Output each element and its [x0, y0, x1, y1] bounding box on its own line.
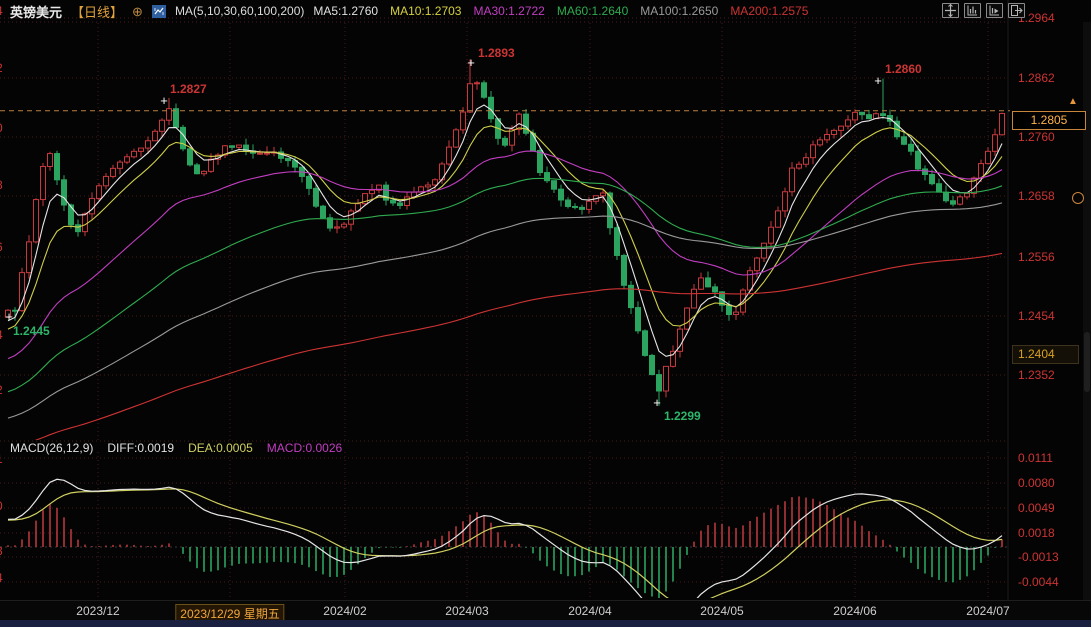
ma-value-chip: MA100:1.2650 [640, 4, 719, 18]
bottom-scrollbar[interactable] [0, 620, 1091, 627]
ma-value-chip: MA60:1.2640 [556, 4, 629, 18]
remnant-digit: 4 [0, 571, 3, 585]
remnant-digit: 2 [0, 383, 3, 397]
level-price-box: 1.2404 [1012, 345, 1079, 364]
main-pane-layout-icon[interactable] [964, 3, 981, 18]
ma-value-chip: MA200:1.2575 [730, 4, 809, 18]
kline-badge-icon[interactable] [151, 4, 166, 18]
vertical-scrollbar-thumb[interactable] [1084, 332, 1090, 392]
drawing-tool-ring-icon[interactable] [1072, 192, 1084, 204]
ma-values: MA5:1.2760 MA10:1.2703 MA30:1.2722 MA60:1.2… [313, 4, 808, 18]
x-axis-label: 2024/07 [966, 604, 1010, 618]
crosshair-marker: + [874, 73, 882, 88]
macd-axis-label: -0.0013 [1018, 550, 1059, 564]
ma-value-chip: MA5:1.2760 [313, 4, 379, 18]
remnant-digit: 8 [0, 178, 3, 192]
crosshair-marker: + [5, 309, 13, 324]
macd-axis-label: 0.0080 [1018, 476, 1055, 490]
y-axis-label: 1.2658 [1018, 189, 1055, 203]
macd-axis-label: 0.0049 [1018, 501, 1055, 515]
x-axis-label: 2024/06 [833, 604, 877, 618]
x-axis: 2023/12 2023/12/29 星期五 2024/02 2024/03 2024/… [0, 600, 1091, 623]
x-axis-label: 2023/12 [76, 604, 120, 618]
remnant-digit: 4 [0, 4, 3, 18]
macd-axis-label: -0.0044 [1018, 575, 1059, 589]
price-up-arrow-icon: ▲ [1068, 96, 1078, 107]
y-axis-label: 1.2454 [1018, 309, 1055, 323]
ma-value-chip: MA30:1.2722 [473, 4, 545, 18]
y-axis-label: 1.2352 [1018, 368, 1055, 382]
crosshair-marker: + [467, 55, 475, 70]
macd-macd-value: MACD:0.0026 [266, 441, 343, 455]
chart-toolbar [942, 3, 1025, 18]
remnant-digit: 0 [0, 121, 3, 135]
timeframe-label[interactable]: 【日线】 [71, 4, 124, 20]
y-axis-label: 1.2964 [1018, 11, 1055, 25]
annotation-label: 1.2893 [478, 46, 515, 60]
macd-diff-value: DIFF:0.0019 [107, 441, 175, 455]
circle-plus-icon[interactable]: ⊕ [132, 3, 143, 19]
y-axis-label: 1.2760 [1018, 130, 1055, 144]
remnant-digit: 3 [0, 544, 3, 558]
annotation-label: 1.2445 [13, 324, 50, 338]
y-axis-label: 1.2862 [1018, 71, 1055, 85]
remnant-digit: 2 [0, 61, 3, 75]
current-price-box: 1.2805 [1012, 111, 1086, 130]
x-axis-label: 2024/04 [568, 604, 612, 618]
x-axis-label: 2024/02 [323, 604, 367, 618]
crosshair-marker: + [653, 395, 661, 410]
remnant-digit: 6 [0, 240, 3, 254]
sub-pane-layout-icon[interactable] [986, 3, 1003, 18]
y-axis-label: 1.2556 [1018, 250, 1055, 264]
chart-header: 英镑美元 【日线】 ⊕ MA(5,10,30,60,100,200) MA5:1… [10, 2, 808, 20]
vertical-scrollbar[interactable] [1083, 22, 1091, 620]
macd-header: MACD(26,12,9) DIFF:0.0019 DEA:0.0005 MAC… [10, 441, 342, 455]
remnant-digit: 4 [0, 328, 3, 342]
symbol-title: 英镑美元 [10, 4, 63, 20]
macd-title[interactable]: MACD(26,12,9) [10, 441, 94, 455]
macd-dea-value: DEA:0.0005 [188, 441, 253, 455]
x-axis-label: 2024/03 [445, 604, 489, 618]
ma-settings-label[interactable]: MA(5,10,30,60,100,200) [174, 4, 305, 18]
macd-axis-label: 0.0111 [1018, 451, 1053, 465]
crosshair-marker: + [160, 93, 168, 108]
annotation-label: 1.2827 [170, 82, 207, 96]
macd-axis-label: 0.0018 [1018, 526, 1055, 540]
move-tool-icon[interactable] [942, 3, 959, 18]
ma-value-chip: MA10:1.2703 [390, 4, 462, 18]
remnant-digit: 1 [0, 452, 3, 466]
annotation-label: 1.2299 [664, 409, 701, 423]
remnant-digit: 0 [0, 499, 3, 513]
x-axis-label: 2024/05 [700, 604, 744, 618]
collapse-panel-icon[interactable] [1008, 3, 1025, 18]
annotation-label: 1.2860 [885, 62, 922, 76]
